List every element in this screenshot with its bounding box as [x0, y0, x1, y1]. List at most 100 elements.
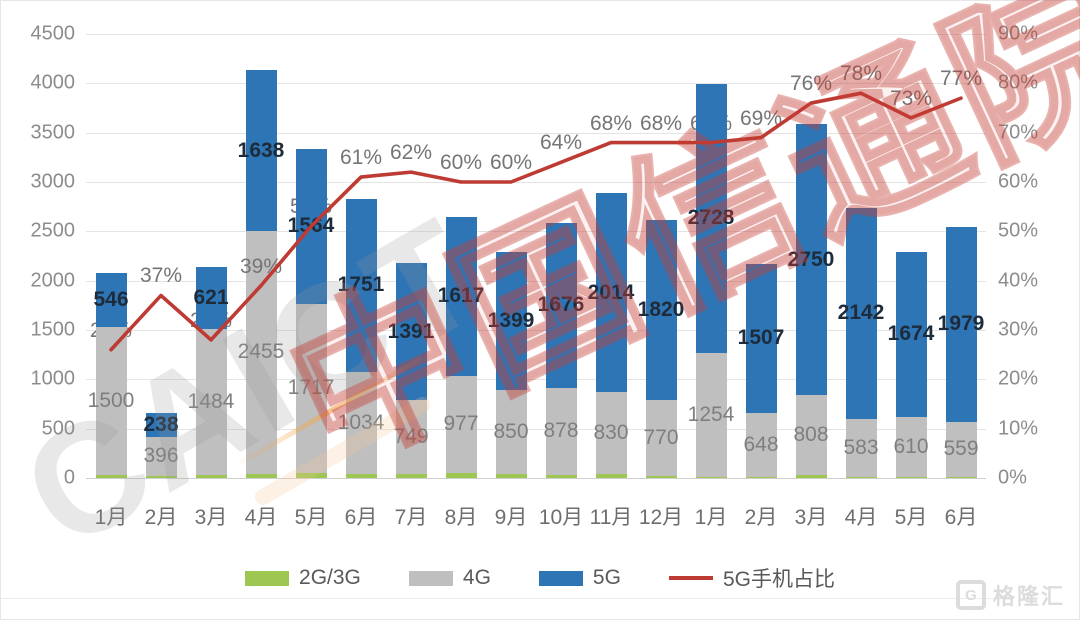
gridline: [86, 34, 986, 35]
legend-label: 5G: [592, 566, 621, 589]
month-label: 9月: [494, 506, 528, 529]
legend: 2G/3G 4G 5G 5G手机占比: [1, 563, 1079, 593]
axis-tick-left: 0: [63, 466, 75, 489]
bar-segment-2g3g: [595, 474, 627, 478]
label-5g-value: 2750: [787, 247, 835, 271]
month-label: 8月: [444, 506, 478, 529]
axis-tick-left: 4500: [30, 22, 76, 45]
bar-segment-4g: [595, 392, 627, 475]
legend-item-2g3g: 2G/3G: [245, 566, 361, 590]
bar-segment-2g3g: [545, 474, 577, 478]
bar-segment-4g: [945, 421, 977, 477]
gelonghui-logo-text: 格隆汇: [992, 584, 1065, 609]
pct-point-label: 77%: [939, 67, 983, 91]
month-label: 6月: [344, 506, 378, 529]
bar-segment-2g3g: [895, 477, 927, 478]
gridline: [86, 478, 986, 479]
axis-tick-right: 80%: [998, 71, 1039, 94]
label-4g-value: 396: [143, 444, 179, 468]
label-5g-value: 1751: [337, 273, 385, 297]
axis-tick-left: 1000: [30, 367, 76, 390]
month-label: 11月: [589, 506, 633, 529]
label-4g-value: 850: [493, 419, 529, 443]
label-5g-value: 1617: [437, 284, 485, 308]
month-label: 2月: [744, 506, 778, 529]
axis-tick-left: 4000: [30, 71, 76, 94]
label-5g-value: 1391: [387, 319, 435, 343]
month-label: 1月: [94, 506, 128, 529]
gridline: [86, 83, 986, 85]
axis-tick-left: 2500: [30, 219, 76, 242]
pct-point-label: 39%: [239, 254, 283, 278]
bar-segment-2g3g: [945, 477, 977, 478]
label-4g-value: 749: [393, 425, 429, 449]
axis-tick-right: 30%: [998, 318, 1039, 341]
pct-point-label: 64%: [539, 131, 583, 155]
bar-segment-4g: [145, 436, 177, 477]
label-4g-value: 559: [943, 437, 979, 461]
axis-tick-right: 50%: [998, 219, 1039, 242]
month-label: 3月: [794, 506, 828, 529]
bar-segment-4g: [895, 416, 927, 477]
bar-segment-2g3g: [495, 473, 527, 478]
month-label: 10月: [538, 506, 584, 529]
pct-point-label: 61%: [339, 146, 383, 170]
label-4g-value: 583: [843, 435, 879, 459]
bar-segment-4g: [795, 395, 827, 476]
label-5g-value: 1638: [237, 138, 285, 162]
bar-segment-4g: [495, 389, 527, 474]
axis-tick-right: 70%: [998, 121, 1039, 144]
month-label: 5月: [294, 506, 328, 529]
pct-point-label: 76%: [789, 72, 833, 96]
month-label: 1月: [694, 506, 728, 529]
label-4g-value: 830: [593, 421, 629, 445]
bar-segment-2g3g: [345, 473, 377, 478]
axis-tick-left: 500: [41, 417, 75, 440]
legend-label: 2G/3G: [299, 566, 361, 589]
month-label: 4月: [844, 506, 878, 529]
label-5g-value: 2728: [687, 206, 735, 230]
bar-segment-4g: [95, 327, 127, 476]
bottom-separator-line: [1, 598, 1011, 599]
pct-point-label: 68%: [639, 111, 683, 135]
bar-segment-2g3g: [395, 474, 427, 478]
axis-tick-right: 60%: [998, 170, 1039, 193]
axis-tick-left: 1500: [30, 318, 76, 341]
bar-segment-2g3g: [845, 476, 877, 478]
legend-item-4g: 4G: [408, 566, 491, 590]
bar-segment-2g3g: [445, 472, 477, 478]
legend-label: 4G: [462, 566, 491, 589]
label-5g-value: 1676: [537, 293, 585, 317]
bar-segment-2g3g: [295, 473, 327, 478]
legend-color-swatch: [408, 570, 453, 586]
gelonghui-g-icon: G: [955, 580, 986, 610]
label-4g-value: 770: [643, 425, 679, 449]
label-4g-value: 648: [743, 432, 779, 456]
label-4g-value: 2455: [237, 340, 285, 364]
legend-color-swatch: [245, 570, 290, 586]
bar-segment-4g: [695, 352, 727, 477]
month-label: 4月: [244, 506, 278, 529]
label-4g-value: 610: [893, 434, 929, 458]
label-5g-value: 1399: [487, 308, 535, 332]
legend-item-5g: 5G: [538, 566, 621, 590]
month-label: 7月: [394, 506, 428, 529]
label-5g-value: 621: [193, 285, 229, 309]
gridline: [86, 182, 986, 183]
bar-segment-2g3g: [695, 476, 727, 478]
axis-tick-left: 3000: [30, 170, 76, 193]
bar-segment-2g3g: [245, 473, 277, 478]
label-4g-value: 1484: [187, 389, 235, 413]
pct-point-label: 69%: [739, 106, 783, 130]
bar-segment-2g3g: [645, 475, 677, 478]
axis-tick-right: 10%: [998, 417, 1039, 440]
bar-segment-4g: [645, 399, 677, 476]
bar-segment-2g3g: [745, 476, 777, 478]
label-5g-value: 1674: [887, 322, 935, 346]
label-4g-value: 1500: [87, 389, 135, 413]
label-5g-value: 546: [93, 288, 129, 312]
label-4g-value: 878: [543, 419, 579, 443]
label-5g-value: 1507: [737, 326, 785, 350]
legend-line-swatch: [668, 576, 713, 580]
pct-point-label: 37%: [139, 264, 183, 288]
